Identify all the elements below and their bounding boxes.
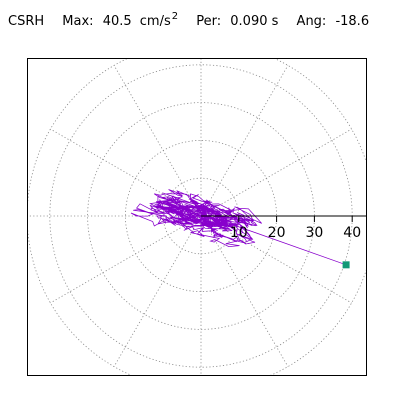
max-value: 40.5 — [102, 14, 132, 29]
radial-tick-label: 40 — [343, 225, 361, 241]
polar-grid-spoke — [200, 128, 352, 217]
polar-grid-spoke — [50, 128, 202, 217]
radial-tick-label: 10 — [230, 225, 248, 241]
max-unit-exponent: 2 — [171, 11, 179, 22]
peak-marker — [342, 261, 350, 269]
polar-plot: 10 20 30 40 — [28, 59, 366, 375]
motion-trace — [130, 189, 347, 266]
ang-label: Ang: — [296, 14, 327, 29]
chart-header: CSRH Max: 40.5 cm/s2 Per: 0.090 s Ang: -… — [8, 11, 370, 31]
polar-grid-spoke — [113, 215, 202, 367]
max-unit: cm/s — [139, 14, 171, 29]
max-label: Max: — [62, 14, 94, 29]
polar-grid-spoke — [200, 65, 289, 217]
polar-grid-spoke — [113, 65, 202, 217]
plot-frame: 10 20 30 40 — [27, 58, 367, 376]
polar-grid-spoke — [50, 215, 202, 304]
per-value: 0.090 s — [230, 14, 279, 29]
station-code: CSRH — [8, 14, 45, 29]
radial-tick-label: 20 — [268, 225, 286, 241]
ang-value: -18.6 — [335, 14, 370, 29]
radial-tick-label: 30 — [305, 225, 323, 241]
per-label: Per: — [196, 14, 222, 29]
